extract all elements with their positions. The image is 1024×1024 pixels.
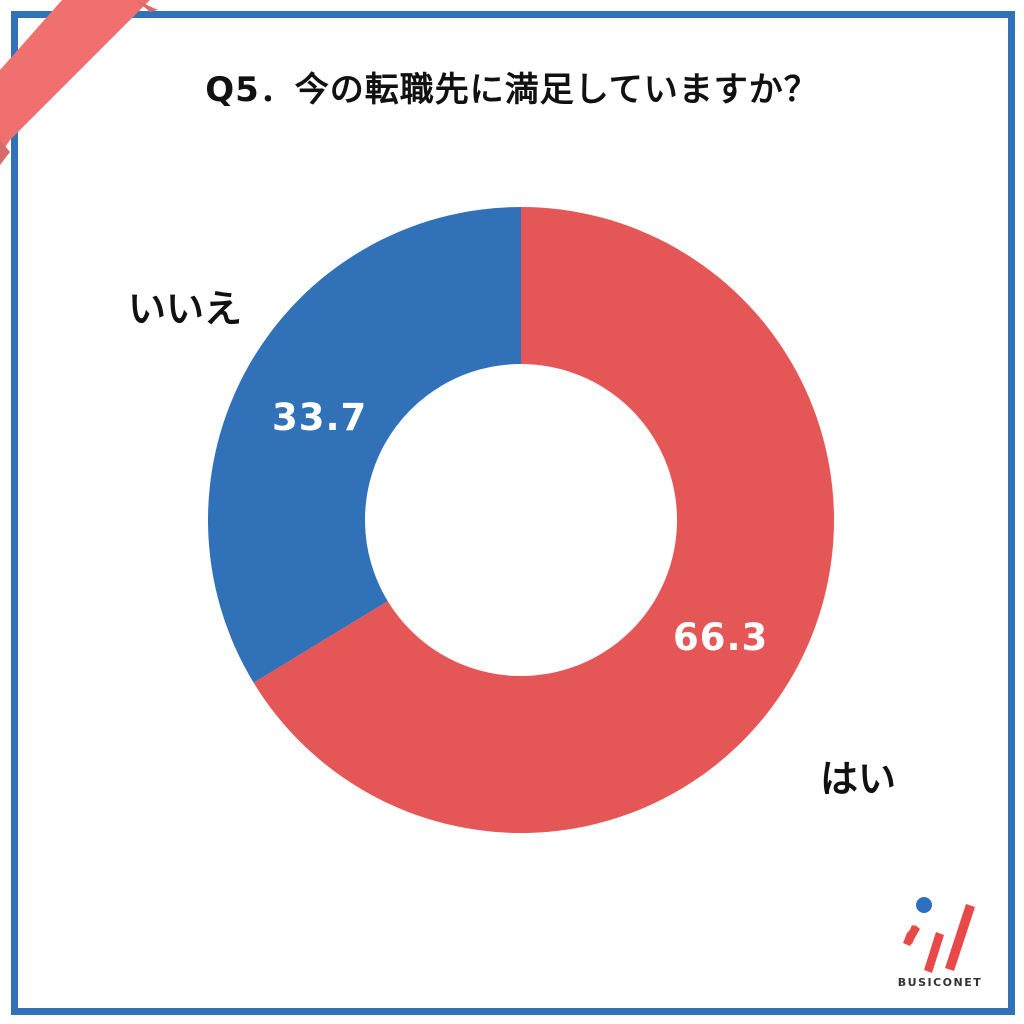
- busiconet-logo-icon: [903, 897, 975, 973]
- yes-category-label: はい: [820, 757, 897, 801]
- donut-segment-yes: [253, 207, 835, 833]
- no-category-label: いいえ: [128, 287, 243, 331]
- yes-value-label: 66.3: [673, 616, 769, 659]
- logo-text: BUSICONET: [897, 976, 983, 989]
- donut-segment-no: [208, 207, 521, 683]
- chart-title: Q5．今の転職先に満足していますか？: [205, 70, 819, 110]
- outer-frame: [11, 11, 1015, 1015]
- corner-ribbon: [0, 0, 158, 165]
- no-value-label: 33.7: [272, 396, 368, 439]
